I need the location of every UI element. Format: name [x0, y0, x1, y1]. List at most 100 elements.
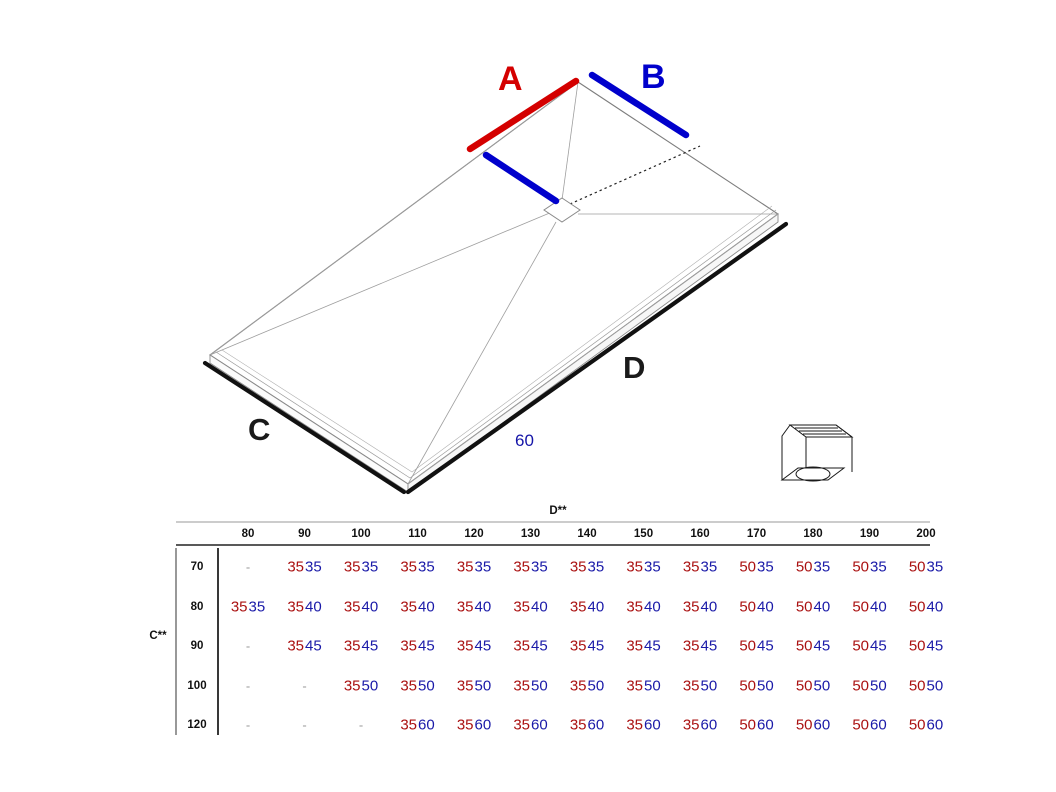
cell-value-a: 35 [343, 558, 361, 576]
row-header-80: 80 [190, 600, 204, 613]
column-header-90: 90 [298, 528, 311, 540]
cell-value-b: 60 [757, 716, 774, 734]
cell-value-a: 35 [400, 598, 417, 615]
cell-value-b: 35 [248, 598, 266, 615]
cell-value-a: 35 [456, 598, 474, 615]
table-cell-c80-d100: 3540 [344, 598, 378, 615]
cell-value-a: 35 [343, 598, 361, 615]
cell-value-b: 60 [531, 716, 548, 734]
cell-value-a: 35 [400, 558, 417, 576]
cell-empty-marker: - [302, 717, 307, 733]
cell-value-a: 35 [287, 637, 304, 655]
cell-value-a: 35 [343, 637, 361, 655]
cell-value-a: 50 [795, 637, 813, 655]
table-cell-c70-d170: 5035 [739, 559, 773, 576]
cell-value-b: 45 [305, 637, 322, 655]
table-cell-c70-d110: 3535 [400, 559, 434, 576]
table-cell-c80-d190: 5040 [852, 598, 886, 615]
row-axis-label: C** [149, 630, 167, 642]
table-cell-c80-d120: 3540 [457, 598, 491, 615]
cell-value-a: 50 [739, 598, 756, 615]
cell-value-b: 60 [474, 716, 492, 734]
dimension-line-c [202, 360, 407, 495]
table-cell-c100-d160: 3550 [683, 677, 717, 694]
cell-value-b: 40 [700, 598, 718, 615]
table-cell-c70-d160: 3535 [683, 559, 717, 576]
table-cell-c70-d80: - [246, 559, 250, 576]
cell-value-a: 35 [400, 677, 417, 694]
cell-value-a: 50 [739, 677, 756, 694]
table-cell-c120-d150: 3560 [626, 717, 660, 734]
cell-value-a: 35 [626, 598, 643, 615]
dimension-line-a [466, 77, 580, 153]
table-cell-c100-d80: - [246, 677, 250, 694]
cell-value-a: 35 [400, 716, 417, 734]
cell-value-b: 35 [418, 558, 435, 576]
cell-value-b: 40 [644, 598, 661, 615]
table-cell-c80-d140: 3540 [570, 598, 604, 615]
cell-value-a: 35 [513, 598, 530, 615]
label-d: D [623, 350, 646, 385]
cell-value-a: 35 [569, 716, 587, 734]
table-cell-c90-d100: 3545 [344, 638, 378, 655]
table-cell-c100-d170: 5050 [739, 677, 773, 694]
table-cell-c80-d150: 3540 [626, 598, 660, 615]
cell-value-a: 50 [852, 677, 869, 694]
table-cell-c90-d140: 3545 [570, 638, 604, 655]
table-cell-c100-d90: - [302, 677, 306, 694]
cell-value-b: 45 [587, 637, 605, 655]
table-cell-c70-d140: 3535 [570, 559, 604, 576]
cell-value-b: 35 [361, 558, 379, 576]
cell-value-b: 35 [700, 558, 718, 576]
cell-value-b: 50 [531, 677, 548, 694]
cell-value-b: 45 [474, 637, 492, 655]
table-cell-c90-d190: 5045 [852, 638, 886, 655]
cell-value-a: 35 [456, 558, 474, 576]
column-header-170: 170 [746, 528, 767, 540]
table-cell-c100-d190: 5050 [852, 677, 886, 694]
column-header-140: 140 [577, 528, 597, 540]
column-header-150: 150 [633, 528, 654, 540]
cell-value-a: 50 [739, 716, 756, 734]
cell-value-a: 35 [513, 637, 530, 655]
cell-empty-marker: - [245, 638, 251, 654]
table-cell-c100-d200: 5050 [909, 677, 943, 694]
table-cell-c120-d120: 3560 [457, 717, 491, 734]
dimension-line-d [405, 221, 789, 495]
table-cell-c80-d130: 3540 [513, 598, 547, 615]
cell-value-b: 45 [870, 637, 887, 655]
shower-tray-diagram [202, 71, 854, 495]
cell-value-a: 50 [795, 598, 813, 615]
table-cell-c90-d200: 5045 [909, 638, 943, 655]
cell-value-b: 50 [870, 677, 887, 694]
cell-value-a: 35 [569, 558, 587, 576]
cell-value-b: 45 [418, 637, 435, 655]
table-cell-c120-d80: - [246, 717, 250, 734]
cell-value-a: 35 [626, 558, 643, 576]
cell-value-b: 40 [813, 598, 831, 615]
cell-value-b: 45 [700, 637, 718, 655]
label-b: B [641, 58, 666, 96]
cell-value-b: 35 [305, 558, 322, 576]
cell-value-b: 35 [813, 558, 831, 576]
table-cell-c80-d180: 5040 [796, 598, 830, 615]
table-cell-c80-d160: 3540 [683, 598, 717, 615]
cell-value-b: 40 [587, 598, 605, 615]
cell-value-b: 60 [644, 716, 661, 734]
table-cell-c120-d140: 3560 [570, 717, 604, 734]
cell-value-b: 35 [926, 558, 944, 576]
column-header-130: 130 [520, 528, 541, 540]
column-header-80: 80 [241, 528, 255, 540]
cell-value-b: 45 [813, 637, 831, 655]
cell-value-a: 35 [682, 558, 700, 576]
cell-value-b: 40 [757, 598, 774, 615]
label-a: A [498, 60, 523, 98]
cell-value-a: 35 [682, 598, 700, 615]
cell-value-a: 35 [682, 677, 700, 694]
table-cell-c100-d150: 3550 [626, 677, 660, 694]
column-header-110: 110 [408, 528, 427, 540]
hidden-edge-dotted [569, 145, 701, 205]
table-cell-c80-d80: 3535 [231, 598, 265, 615]
cell-value-b: 35 [531, 558, 548, 576]
table-cell-c120-d160: 3560 [683, 717, 717, 734]
